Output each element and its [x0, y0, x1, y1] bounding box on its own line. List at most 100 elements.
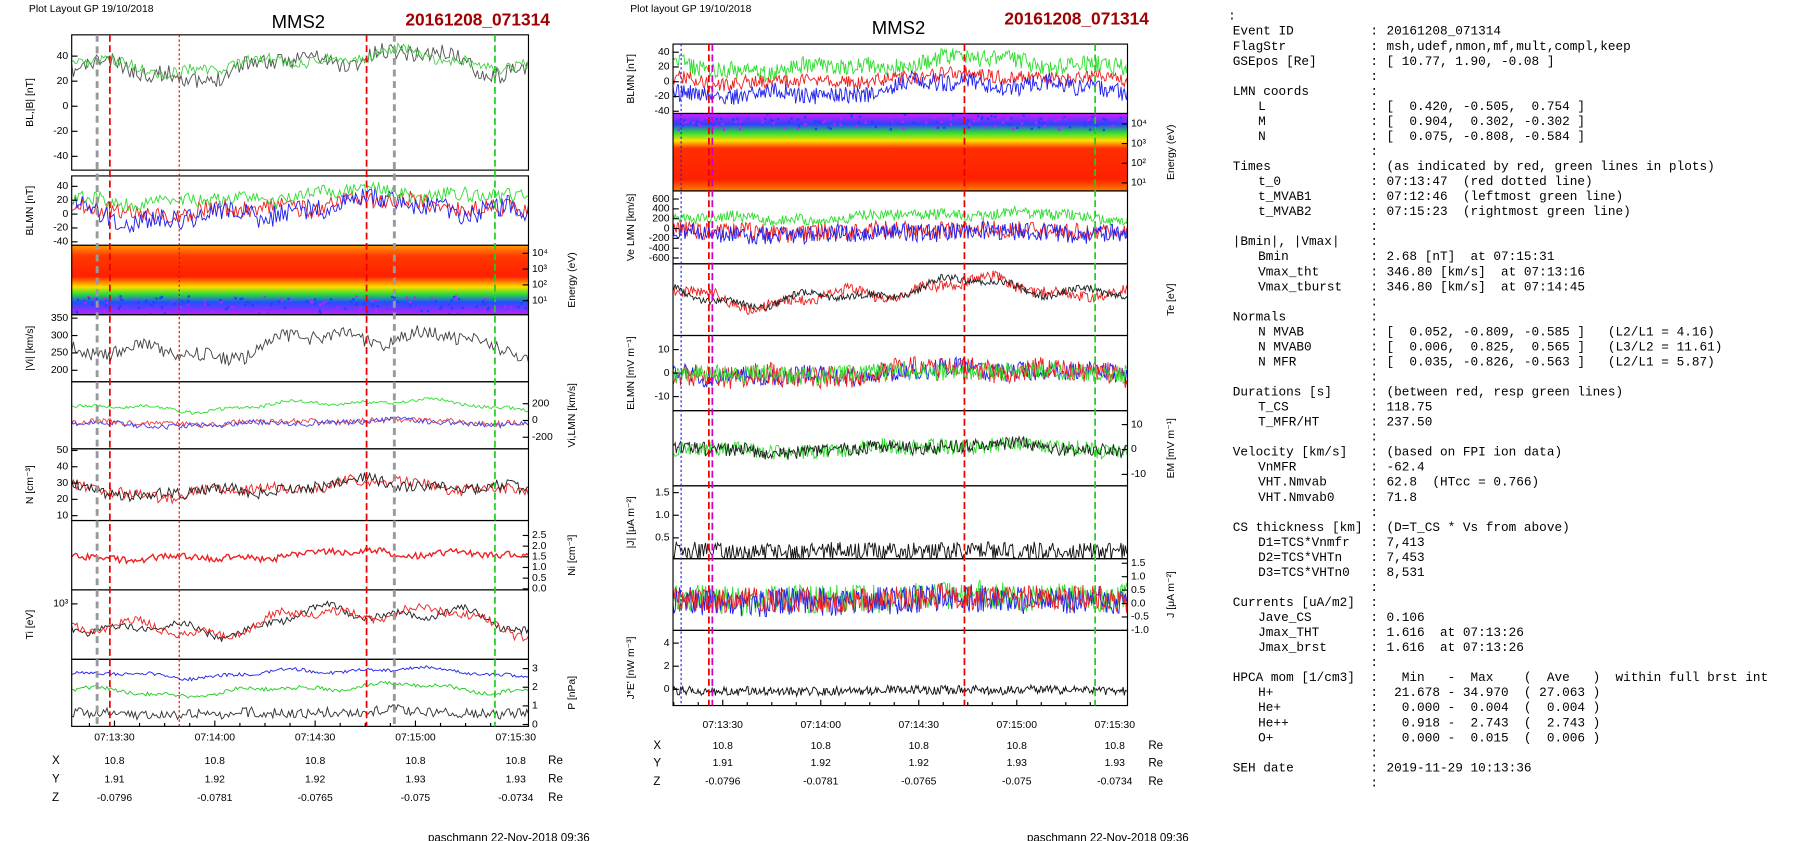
y-axis-label: Ti [eV]	[25, 610, 36, 640]
summary-label: Event ID	[1233, 24, 1294, 39]
spectrogram-speck	[355, 303, 358, 306]
spectrogram-speck	[288, 298, 291, 301]
x-tick-label: 07:14:00	[801, 720, 842, 731]
orbit-value: 1.93	[405, 774, 425, 785]
spectrogram-speck	[119, 305, 122, 308]
summary-value: [ 0.904, 0.302, -0.302 ]	[1387, 114, 1585, 129]
spectrogram-speck	[104, 312, 108, 315]
spectrogram-speck	[677, 128, 680, 132]
spectrogram-speck	[420, 310, 423, 313]
trace	[71, 43, 529, 88]
spectrogram-speck	[764, 117, 767, 120]
y-tick-label: -20	[655, 91, 670, 102]
panel-traces	[673, 540, 1128, 559]
summary-colon: :	[1370, 339, 1378, 354]
spectrogram-speck	[850, 114, 853, 117]
spectrogram-speck	[787, 120, 791, 124]
spectrogram-speck	[524, 307, 527, 310]
panel-traces	[71, 665, 529, 721]
spectrogram-speck	[336, 306, 340, 309]
x-tick-label: 07:15:30	[496, 733, 537, 744]
spectrogram-speck	[761, 118, 764, 121]
summary-value: 21.678 - 34.970 ( 27.063 )	[1387, 685, 1601, 700]
spectrogram-speck	[796, 118, 800, 121]
panel-traces	[71, 181, 529, 234]
summary-value: (as indicated by red, green lines in plo…	[1387, 159, 1715, 174]
summary-value: 0.000 - 0.004 ( 0.004 )	[1387, 700, 1601, 715]
summary-label: Vmax_tht	[1258, 264, 1319, 279]
summary-value: 07:15:23 (rightmost green line)	[1387, 204, 1631, 219]
y-tick-label: 1.0	[532, 562, 547, 573]
spectrogram-speck	[432, 313, 435, 315]
orbit-value: -0.0734	[1097, 777, 1132, 788]
y-tick-label: 2	[532, 682, 538, 693]
spectrogram-speck	[686, 120, 689, 123]
spectrogram-speck	[705, 116, 708, 120]
spectrogram-speck	[391, 295, 394, 299]
y-axis-label: Te [eV]	[1166, 283, 1177, 315]
spectrogram-speck	[1054, 119, 1058, 122]
summary-colon: :	[1370, 249, 1378, 264]
panel-traces	[673, 435, 1128, 461]
spectrogram-speck	[857, 120, 861, 124]
spectrogram-speck	[413, 296, 416, 299]
plot-header: Plot layout GP 19/10/2018	[630, 4, 751, 15]
summary-value: 7,413	[1387, 535, 1425, 550]
y-tick-label: 10¹	[1131, 178, 1147, 189]
y-tick-label: 30	[57, 478, 69, 489]
spectrogram-speck	[408, 300, 412, 304]
orbit-value: -0.0765	[901, 777, 936, 788]
spectrogram-speck	[121, 299, 124, 302]
spectrogram-speck	[87, 297, 91, 300]
trace	[71, 680, 529, 699]
y-tick-label: 10³	[53, 599, 69, 610]
summary-label: N MFR	[1258, 354, 1297, 369]
spectrogram-speck	[739, 125, 742, 128]
spectrogram-speck	[1008, 123, 1012, 126]
orbit-label: Z	[52, 792, 59, 804]
spectrogram-speck	[220, 301, 223, 304]
spectrogram-speck	[305, 300, 309, 303]
y-tick-label: 250	[51, 348, 69, 359]
panel-traces	[71, 600, 529, 643]
trace	[673, 273, 1128, 311]
orbit-value: 10.8	[1105, 741, 1125, 752]
summary-colon: :	[1370, 475, 1378, 490]
summary-value: 237.50	[1387, 415, 1433, 430]
spectrogram-speck	[187, 295, 190, 298]
panel-traces	[673, 683, 1128, 698]
summary-label: VHT.Nmvab0	[1258, 490, 1334, 505]
spectrogram-speck	[133, 298, 137, 301]
spectrogram-speck	[1035, 121, 1038, 124]
spectrogram-speck	[1012, 128, 1015, 131]
spectrogram-speck	[1096, 124, 1099, 127]
spectrogram-speck	[858, 115, 862, 118]
separator: :	[1370, 294, 1378, 309]
y-tick-label: 40	[57, 181, 69, 192]
y-tick-label: 40	[57, 462, 69, 473]
spectrogram-speck	[359, 307, 362, 310]
trace	[71, 665, 529, 682]
trace	[673, 48, 1128, 83]
summary-colon: :	[1370, 204, 1378, 219]
spectrogram-speck	[504, 305, 507, 308]
summary-value: [ 0.420, -0.505, 0.754 ]	[1387, 99, 1585, 114]
orbit-value: -0.075	[401, 793, 431, 804]
spectrogram-speck	[280, 298, 283, 301]
spectrogram-speck	[1088, 118, 1091, 121]
spectrogram-speck	[997, 116, 1000, 119]
summary-value: [ 0.075, -0.808, -0.584 ]	[1387, 129, 1585, 144]
trace	[673, 70, 1128, 105]
summary-label: Jmax_brst	[1258, 640, 1327, 655]
spectrogram-speck	[1054, 114, 1058, 117]
y-axis-label: Energy (eV)	[1166, 124, 1177, 179]
y-tick-label: 0	[532, 415, 538, 426]
spectrogram-speck	[968, 123, 971, 126]
spectrogram-speck	[697, 123, 701, 126]
summary-value: 07:13:47 (red dotted line)	[1387, 174, 1593, 189]
y-tick-label: 0	[532, 719, 538, 730]
trace	[71, 325, 529, 367]
spectrogram-speck	[738, 128, 742, 131]
y-tick-label: -40	[53, 237, 68, 248]
y-tick-label: 1.5	[532, 552, 547, 563]
